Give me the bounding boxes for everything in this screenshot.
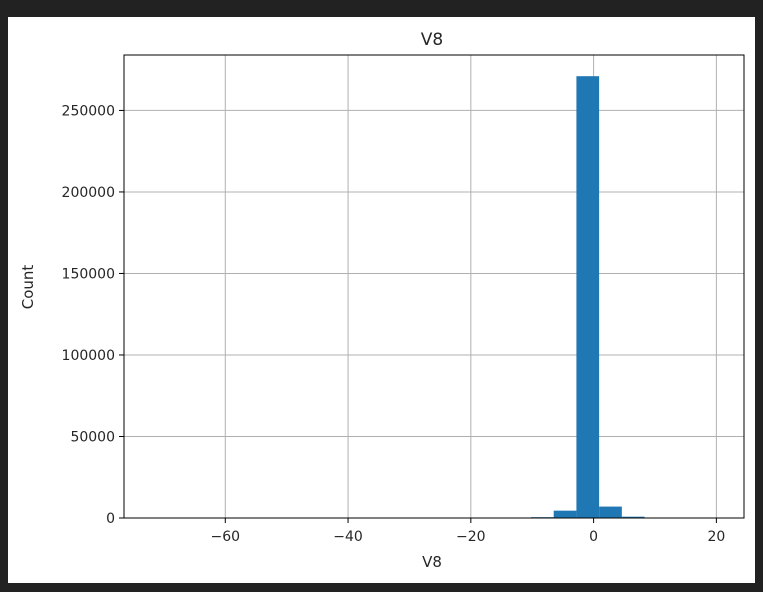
- bars-layer: [144, 76, 713, 518]
- x-tick-label: −40: [333, 529, 363, 545]
- y-tick-label: 100000: [62, 348, 115, 364]
- y-tick-label: 250000: [62, 103, 115, 119]
- y-tick-label: 150000: [62, 266, 115, 282]
- ticks-layer: −60 −40 −20 0 20 0 50000 100000 150000 200000 2500…: [62, 103, 726, 545]
- chart-title: V8: [421, 30, 443, 50]
- y-tick-label: 200000: [62, 185, 115, 201]
- histogram-bar: [599, 506, 622, 518]
- x-tick-label: 20: [707, 529, 725, 545]
- x-tick-label: −20: [456, 529, 486, 545]
- y-tick-label: 0: [106, 511, 115, 527]
- y-axis-label: Count: [19, 265, 37, 310]
- x-tick-label: 0: [589, 529, 598, 545]
- histogram-bar: [553, 510, 577, 518]
- histogram-bar: [576, 76, 600, 518]
- histogram-chart: V8 −60 −40 −20 0 20 0 50000 100000 150000 200000 2…: [19, 30, 745, 571]
- histogram-bar: [621, 516, 645, 518]
- plot-frame: [123, 54, 745, 519]
- y-tick-label: 50000: [70, 429, 115, 445]
- x-tick-label: −60: [211, 529, 241, 545]
- grid-layer: [124, 55, 744, 519]
- x-axis-label: V8: [422, 553, 442, 571]
- chart-figure: V8 −60 −40 −20 0 20 0 50000 100000 150000 200000 2…: [8, 17, 755, 583]
